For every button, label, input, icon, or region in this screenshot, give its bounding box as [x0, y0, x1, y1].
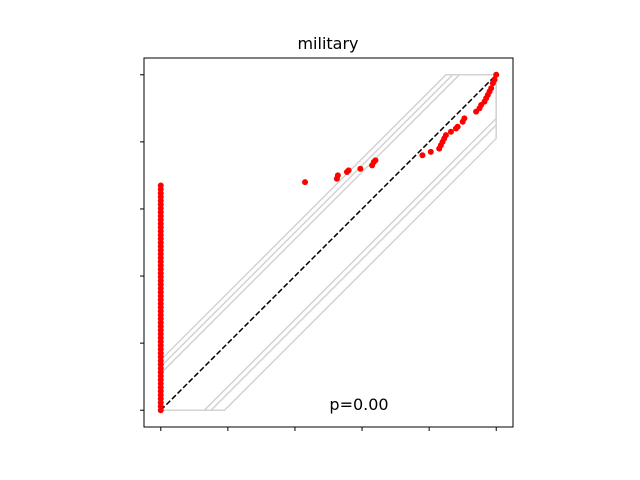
data-point: [493, 71, 500, 78]
data-point: [357, 165, 364, 172]
data-point: [454, 123, 461, 130]
y-axis-ticks: [140, 74, 144, 411]
data-point: [427, 148, 434, 155]
data-point: [302, 179, 309, 186]
data-point: [345, 167, 352, 174]
data-point: [461, 115, 468, 122]
data-point: [157, 182, 164, 189]
data-point: [491, 76, 498, 83]
data-point: [372, 157, 379, 164]
data-point: [419, 152, 426, 159]
data-point: [447, 128, 454, 135]
p-value-annotation: p=0.00: [329, 395, 388, 414]
data-point: [334, 172, 341, 179]
chart-title: military: [297, 34, 358, 53]
data-point: [442, 132, 449, 139]
reference-line: [160, 74, 497, 411]
envelope-line-6: [160, 74, 497, 411]
x-axis-ticks: [160, 427, 497, 431]
plot-frame: [143, 57, 514, 428]
data-points: [157, 71, 500, 414]
reference-line-group: [160, 74, 497, 411]
data-point: [488, 85, 495, 92]
